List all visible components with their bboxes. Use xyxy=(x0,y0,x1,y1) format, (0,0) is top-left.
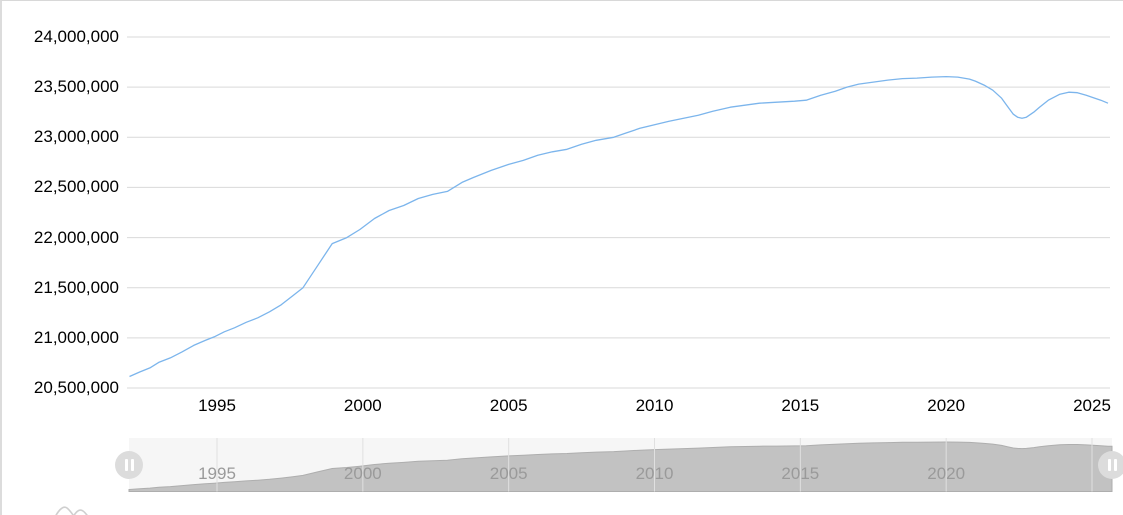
plot-area[interactable] xyxy=(127,37,1110,388)
navigator-tick-label: 1995 xyxy=(198,464,236,483)
navigator-tick-label: 2005 xyxy=(489,464,528,483)
y-axis-tick-label: 23,500,000 xyxy=(33,77,119,97)
x-axis-tick-label: 2010 xyxy=(635,396,674,415)
y-axis-tick-label: 22,500,000 xyxy=(33,177,119,197)
y-axis-tick-label: 20,500,000 xyxy=(33,378,119,397)
x-axis-tick-label: 2025 xyxy=(1073,396,1111,415)
navigator-tick-label: 2015 xyxy=(781,464,820,483)
drag-handle-grip-icon xyxy=(1113,458,1117,471)
navigator-area-series xyxy=(128,441,1113,492)
y-axis-tick-label: 21,500,000 xyxy=(33,277,119,297)
x-axis-tick-label: 2000 xyxy=(343,396,382,415)
drag-handle-grip-icon xyxy=(124,458,128,471)
navigator-tick-label: 2020 xyxy=(927,464,966,483)
x-axis-tick-label: 2020 xyxy=(927,396,966,415)
x-axis-tick-label: 2015 xyxy=(781,396,820,415)
navigator-tick-label: 2010 xyxy=(635,464,674,483)
y-axis-tick-label: 21,000,000 xyxy=(33,327,119,347)
navigator-tick-label: 2000 xyxy=(343,464,382,483)
x-axis-tick-label: 1995 xyxy=(198,396,236,415)
x-axis-tick-label: 2005 xyxy=(489,396,528,415)
mountains-logo-icon xyxy=(55,506,88,515)
y-axis-tick-label: 23,000,000 xyxy=(33,127,119,147)
y-axis-tick-label: 22,000,000 xyxy=(33,227,119,247)
navigator-right-handle[interactable] xyxy=(1098,450,1123,479)
y-axis-tick-label: 24,000,000 xyxy=(33,27,119,46)
drag-handle-grip-icon xyxy=(130,458,134,471)
drag-handle-grip-icon xyxy=(1107,458,1111,471)
navigator-left-handle[interactable] xyxy=(115,450,143,479)
series-line xyxy=(129,75,1109,378)
